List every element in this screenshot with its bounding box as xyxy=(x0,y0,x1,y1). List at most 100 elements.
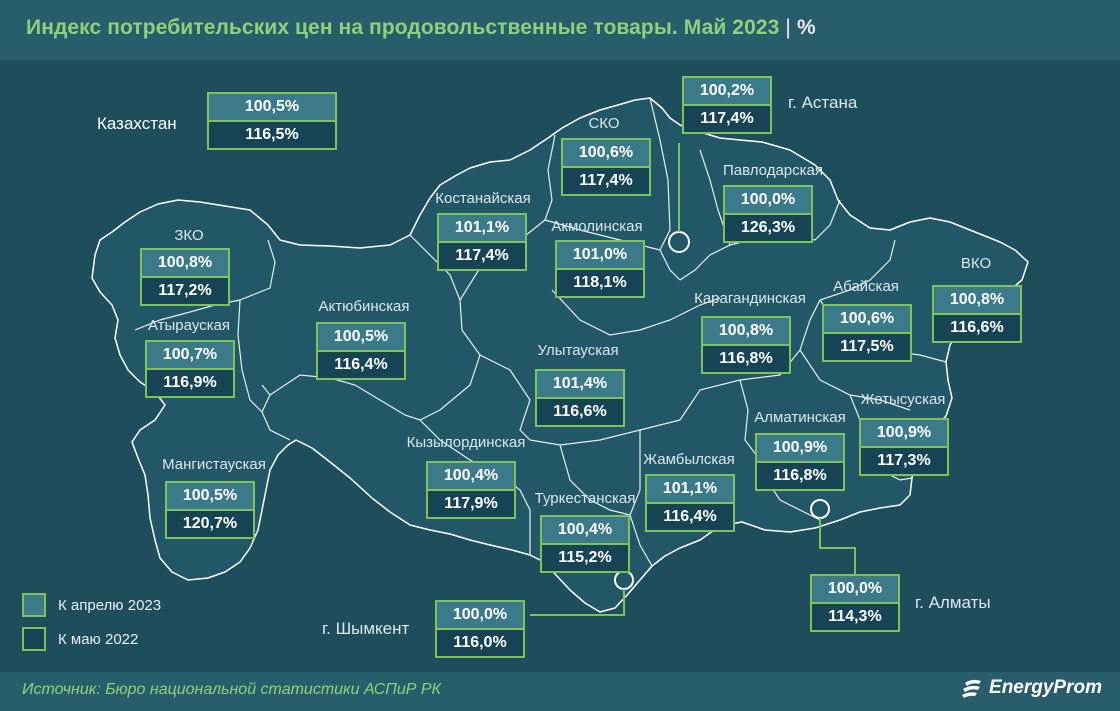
legend-label-may: К маю 2022 xyxy=(58,630,139,648)
legend-swatch-april xyxy=(22,593,46,617)
brand-name: EnergyProm xyxy=(989,677,1102,698)
region-label-vko: ВКО xyxy=(960,255,992,272)
footer-bar xyxy=(0,672,1120,711)
pavlodar-april-value: 100,0% xyxy=(725,187,811,215)
region-label-shymkent: г. Шымкент xyxy=(322,619,410,638)
aktobe-may-value: 116,4% xyxy=(318,352,404,378)
region-box-abai: 100,6% 117,5% xyxy=(822,304,912,362)
ulytau-may-value: 116,6% xyxy=(537,399,623,425)
header-bar xyxy=(0,0,1120,60)
astana-april-value: 100,2% xyxy=(684,78,770,106)
source-note: Источник: Бюро национальной статистики А… xyxy=(22,681,441,698)
kostanay-april-value: 101,1% xyxy=(439,215,525,243)
country-april-value: 100,5% xyxy=(209,94,335,122)
zhetysu-april-value: 100,9% xyxy=(861,420,947,448)
country-may-value: 116,5% xyxy=(209,122,335,148)
shymkent-april-value: 100,0% xyxy=(437,602,523,630)
region-box-kostanay: 101,1% 117,4% xyxy=(437,213,527,271)
karaganda-may-value: 116,8% xyxy=(703,346,789,372)
brand-logo: EnergyProm xyxy=(961,677,1102,699)
almaty-city-april-value: 100,0% xyxy=(812,576,898,604)
almaty-leader xyxy=(819,518,856,574)
mangystau-may-value: 120,7% xyxy=(167,511,253,537)
kyzylorda-april-value: 100,4% xyxy=(428,463,514,491)
energyprom-logo-icon xyxy=(962,679,982,698)
title-text: Индекс потребительских цен на продовольс… xyxy=(26,16,780,39)
vko-may-value: 116,6% xyxy=(934,315,1020,341)
region-box-kyzylorda: 100,4% 117,9% xyxy=(426,461,516,519)
zhambyl-april-value: 101,1% xyxy=(647,476,733,504)
region-box-aktobe: 100,5% 116,4% xyxy=(316,322,406,380)
region-label-sko: СКО xyxy=(588,115,620,132)
atyrau-may-value: 116,9% xyxy=(147,370,233,396)
region-box-akmola: 101,0% 118,1% xyxy=(555,240,645,298)
region-box-shymkent: 100,0% 116,0% xyxy=(435,600,525,658)
legend-item-may: К маю 2022 xyxy=(22,627,138,651)
region-box-pavlodar: 100,0% 126,3% xyxy=(723,185,813,243)
region-box-zko: 100,8% 117,2% xyxy=(140,248,230,306)
mangystau-april-value: 100,5% xyxy=(167,483,253,511)
shymkent-may-value: 116,0% xyxy=(437,630,523,656)
region-label-mangystau: Мангистауская xyxy=(162,456,266,473)
legend-label-april: К апрелю 2023 xyxy=(58,596,162,614)
pavlodar-may-value: 126,3% xyxy=(725,215,811,241)
region-box-mangystau: 100,5% 120,7% xyxy=(165,481,255,539)
region-box-almaty-obl: 100,9% 116,8% xyxy=(755,433,845,491)
region-box-astana: 100,2% 117,4% xyxy=(682,76,772,134)
turkestan-may-value: 115,2% xyxy=(542,545,628,571)
region-label-aktobe: Актюбинская xyxy=(318,298,410,315)
chart-title: Индекс потребительских цен на продовольс… xyxy=(26,16,816,40)
akmola-april-value: 101,0% xyxy=(557,242,643,270)
abai-april-value: 100,6% xyxy=(824,306,910,334)
legend-swatch-may xyxy=(22,627,46,651)
zko-may-value: 117,2% xyxy=(142,278,228,304)
region-label-zhambyl: Жамбылская xyxy=(643,451,735,468)
region-label-kostanay: Костанайская xyxy=(435,190,531,207)
shymkent-leader xyxy=(530,589,625,616)
region-label-pavlodar: Павлодарская xyxy=(723,162,823,179)
region-label-almaty-obl: Алматинская xyxy=(754,409,846,426)
kostanay-may-value: 117,4% xyxy=(439,243,525,269)
region-box-karaganda: 100,8% 116,8% xyxy=(701,316,791,374)
abai-may-value: 117,5% xyxy=(824,334,910,360)
region-label-astana: г. Астана xyxy=(788,93,858,112)
region-box-vko: 100,8% 116,6% xyxy=(932,285,1022,343)
karaganda-april-value: 100,8% xyxy=(703,318,789,346)
title-separator: | xyxy=(785,16,791,39)
region-label-karaganda: Карагандинская xyxy=(694,290,806,307)
region-label-zhetysu: Жетысуская xyxy=(860,391,946,408)
region-label-atyrau: Атырауская xyxy=(147,317,231,334)
aktobe-april-value: 100,5% xyxy=(318,324,404,352)
region-label-almaty-city: г. Алматы xyxy=(915,593,991,612)
atyrau-april-value: 100,7% xyxy=(147,342,233,370)
region-label-turkestan: Туркестанская xyxy=(534,490,636,507)
region-box-zhetysu: 100,9% 117,3% xyxy=(859,418,949,476)
legend-item-april: К апрелю 2023 xyxy=(22,593,161,617)
kyzylorda-may-value: 117,9% xyxy=(428,491,514,517)
country-value-box: 100,5% 116,5% xyxy=(207,92,337,150)
zhetysu-may-value: 117,3% xyxy=(861,448,947,474)
region-box-almaty-city: 100,0% 114,3% xyxy=(810,574,900,632)
astana-may-value: 117,4% xyxy=(684,106,770,132)
ulytau-april-value: 101,4% xyxy=(537,371,623,399)
almaty-obl-april-value: 100,9% xyxy=(757,435,843,463)
region-label-akmola: Акмолинская xyxy=(551,218,643,235)
region-box-atyrau: 100,7% 116,9% xyxy=(145,340,235,398)
sko-april-value: 100,6% xyxy=(563,140,649,168)
region-label-ulytau: Улытауская xyxy=(537,342,619,359)
region-box-zhambyl: 101,1% 116,4% xyxy=(645,474,735,532)
akmola-may-value: 118,1% xyxy=(557,270,643,296)
almaty-obl-may-value: 116,8% xyxy=(757,463,843,489)
sko-may-value: 117,4% xyxy=(563,168,649,194)
title-unit: % xyxy=(796,16,816,39)
turkestan-april-value: 100,4% xyxy=(542,517,628,545)
region-label-abai: Абайская xyxy=(833,278,899,295)
vko-april-value: 100,8% xyxy=(934,287,1020,315)
region-box-turkestan: 100,4% 115,2% xyxy=(540,515,630,573)
region-label-kyzylorda: Кызылординская xyxy=(406,434,526,451)
zko-april-value: 100,8% xyxy=(142,250,228,278)
region-box-sko: 100,6% 117,4% xyxy=(561,138,651,196)
region-label-zko: ЗКО xyxy=(174,227,204,244)
region-box-ulytau: 101,4% 116,6% xyxy=(535,369,625,427)
zhambyl-may-value: 116,4% xyxy=(647,504,733,530)
